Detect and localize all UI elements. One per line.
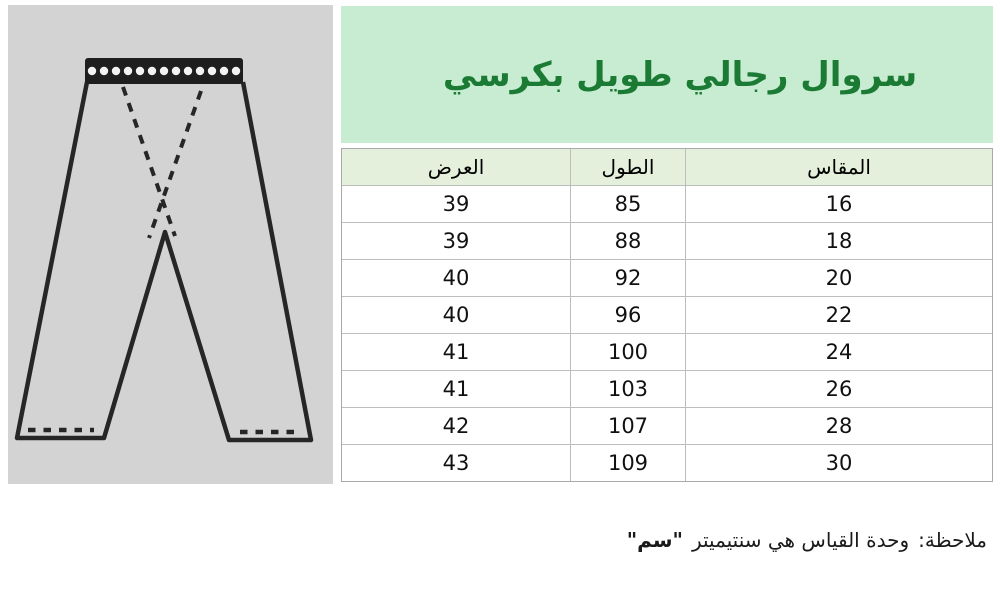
width-value: 41 (442, 377, 470, 401)
note-unit: "سم" (626, 528, 683, 552)
page-title: سروال رجالي طويل بكرسي (341, 6, 993, 143)
width-value: 42 (442, 414, 470, 438)
size-value: 28 (685, 408, 992, 444)
table-row: 39 85 16 (342, 185, 992, 222)
table-row: 40 92 20 (342, 259, 992, 296)
size-value: 24 (685, 334, 992, 370)
width-value: 40 (442, 266, 470, 290)
table-row: 43 109 30 (342, 444, 992, 481)
length-value: 85 (570, 186, 685, 222)
width-value: 39 (442, 229, 470, 253)
length-value: 88 (570, 223, 685, 259)
column-header-size: المقاس (685, 149, 992, 185)
pants-diagram (8, 5, 333, 484)
table-row: 40 96 22 (342, 296, 992, 333)
note-label: ملاحظة: (918, 528, 987, 552)
length-value: 107 (570, 408, 685, 444)
table-row: 39 88 18 (342, 222, 992, 259)
table-row: 41 103 26 (342, 370, 992, 407)
width-value: 43 (442, 451, 470, 475)
width-value: 41 (442, 340, 470, 364)
table-header-row: العرض الطول المقاس (342, 149, 992, 185)
length-value: 100 (570, 334, 685, 370)
measurement-note: ملاحظة: وحدة القياس هي سنتيميتر "سم" (627, 528, 987, 552)
length-value: 109 (570, 445, 685, 481)
pants-outline (14, 81, 314, 443)
column-header-length: الطول (570, 149, 685, 185)
pants-icon (14, 58, 314, 443)
table-row: 42 107 28 (342, 407, 992, 444)
size-value: 30 (685, 445, 992, 481)
size-table: العرض الطول المقاس 39 85 16 39 88 18 40 … (341, 148, 993, 482)
length-value: 103 (570, 371, 685, 407)
size-value: 16 (685, 186, 992, 222)
size-value: 20 (685, 260, 992, 296)
table-row: 41 100 24 (342, 333, 992, 370)
width-value: 39 (442, 192, 470, 216)
size-value: 26 (685, 371, 992, 407)
column-header-width: العرض (427, 155, 485, 179)
length-value: 96 (570, 297, 685, 333)
waistband-dots (87, 66, 241, 76)
crotch-dash-left (121, 86, 177, 237)
crotch-dash-right (147, 90, 203, 239)
size-value: 22 (685, 297, 992, 333)
size-value: 18 (685, 223, 992, 259)
note-text: وحدة القياس هي سنتيميتر (691, 528, 910, 552)
width-value: 40 (442, 303, 470, 327)
length-value: 92 (570, 260, 685, 296)
